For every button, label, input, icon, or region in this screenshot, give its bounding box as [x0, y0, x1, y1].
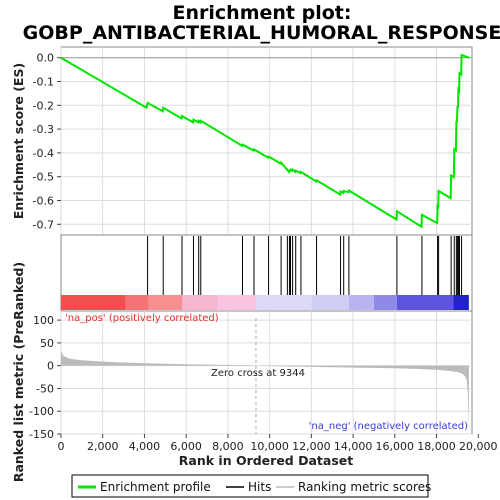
es-y-tick-label: -0.2: [33, 99, 54, 112]
es-panel: 0.0 -0.1 -0.2 -0.3 -0.4 -0.5 -0.6 -0.7 Enrichme…: [11, 46, 473, 236]
metric-panel: 100 50 0 -50 -100 -150 'na_pos' (positively c…: [11, 262, 473, 482]
chart-title-line2: GOBP_ANTIBACTERIAL_HUMORAL_RESPONSE: [23, 22, 500, 44]
x-tick-label: 12,000: [292, 440, 331, 453]
es-y-tick-label: -0.4: [33, 147, 54, 160]
es-y-tick-label: 0.0: [37, 52, 55, 65]
heatbar-segment: [453, 295, 469, 310]
es-panel-frame: [60, 46, 473, 236]
enrichment-profile-line: [60, 53, 470, 229]
es-y-tick-label: -0.7: [33, 218, 54, 231]
metric-y-tick-label: -100: [29, 405, 54, 418]
x-tick-label: 0: [58, 440, 65, 453]
legend-metric-label: Ranking metric scores: [298, 480, 431, 494]
hits-panel: [60, 234, 473, 312]
x-tick-label: 2,000: [87, 440, 119, 453]
heatbar-segment: [348, 295, 374, 310]
heatbar-segment: [61, 295, 126, 310]
heatbar-segment: [148, 295, 183, 310]
es-y-axis-label: Enrichment score (ES): [11, 63, 26, 219]
es-y-tick-label: -0.3: [33, 123, 54, 136]
metric-y-axis-label: Ranked list metric (PreRanked): [11, 262, 26, 482]
x-axis-label: Rank in Ordered Dataset: [179, 453, 353, 468]
metric-y-tick-label: 100: [33, 314, 54, 327]
metric-y-tick-label: -150: [29, 428, 54, 441]
heatbar-segment: [255, 295, 312, 310]
heatbar-segment: [373, 295, 397, 310]
x-tick-label: 16,000: [376, 440, 415, 453]
chart-title-line1: Enrichment plot:: [173, 2, 352, 24]
heatbar-segment: [217, 295, 256, 310]
heatbar-segment: [311, 295, 349, 310]
legend-enrichment-label: Enrichment profile: [100, 480, 211, 494]
metric-y-tick-label: 0: [47, 360, 54, 373]
es-y-tick-label: -0.1: [33, 76, 54, 89]
x-tick-label: 14,000: [334, 440, 373, 453]
heatbar-segment: [125, 295, 149, 310]
metric-panel-frame: [60, 310, 473, 435]
es-y-tick-label: -0.5: [33, 171, 54, 184]
x-tick-label: 8,000: [212, 440, 244, 453]
x-tick-label: 20,000: [459, 440, 498, 453]
legend-box: [71, 474, 429, 498]
metric-y-tick-label: 50: [40, 337, 54, 350]
neg-annotation: 'na_neg' (negatively correlated): [309, 421, 468, 432]
x-tick-label: 10,000: [250, 440, 289, 453]
heatbar-segment: [396, 295, 454, 310]
x-tick-label: 18,000: [417, 440, 456, 453]
x-tick-label: 6,000: [170, 440, 202, 453]
legend: Enrichment profile Hits Ranking metric s…: [71, 474, 431, 498]
heatbar-segment: [182, 295, 218, 310]
es-y-tick-label: -0.6: [33, 194, 54, 207]
zero-cross-annotation: Zero cross at 9344: [211, 368, 305, 379]
pos-annotation: 'na_pos' (positively correlated): [65, 313, 219, 324]
metric-y-tick-label: -50: [36, 382, 54, 395]
x-tick-label: 4,000: [129, 440, 161, 453]
legend-hits-label: Hits: [248, 480, 271, 494]
